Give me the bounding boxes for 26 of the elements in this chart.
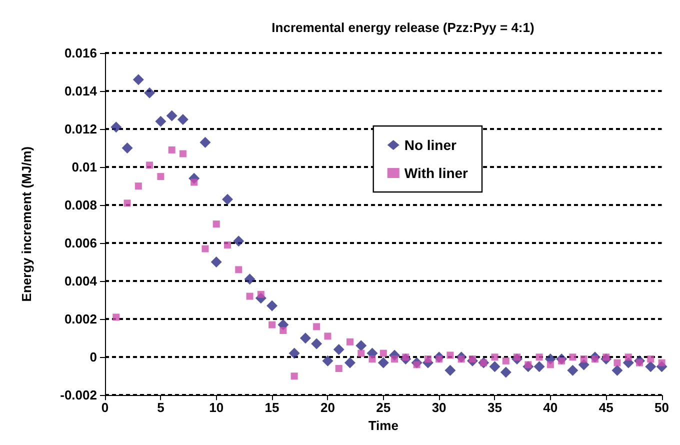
y-tick-label: -0.002 xyxy=(60,388,97,403)
x-tick-label: 50 xyxy=(654,400,670,416)
y-tick-label: 0 xyxy=(90,350,97,365)
x-tick-label: 0 xyxy=(101,400,109,416)
y-tick-label: 0.01 xyxy=(72,160,97,175)
x-axis-title: Time xyxy=(368,418,398,433)
x-tick-label: 5 xyxy=(157,400,164,416)
x-tick-label: 35 xyxy=(488,400,502,416)
y-tick-label: 0.016 xyxy=(64,46,97,60)
x-tick-label: 10 xyxy=(209,400,224,416)
chart-title: Incremental energy release (Pzz:Pyy = 4:1) xyxy=(272,20,534,35)
legend-label: With liner xyxy=(404,165,469,181)
x-tick-label: 30 xyxy=(432,400,446,416)
x-tick-label: 40 xyxy=(543,400,558,416)
x-tick-label: 20 xyxy=(320,400,335,416)
y-tick-label: 0.012 xyxy=(64,122,97,137)
legend-label: No liner xyxy=(404,137,458,153)
x-tick-label: 25 xyxy=(376,400,391,416)
y-axis-title: Energy increment (MJ/m) xyxy=(19,146,34,302)
y-tick-label: 0.006 xyxy=(64,236,97,251)
y-tick-label: 0.002 xyxy=(64,312,97,327)
x-tick-label: 45 xyxy=(598,400,614,416)
y-tick-label: 0.008 xyxy=(64,198,97,213)
x-tick-label: 15 xyxy=(264,400,280,416)
y-tick-label: 0.004 xyxy=(64,274,98,289)
y-tick-label: 0.014 xyxy=(64,84,98,99)
